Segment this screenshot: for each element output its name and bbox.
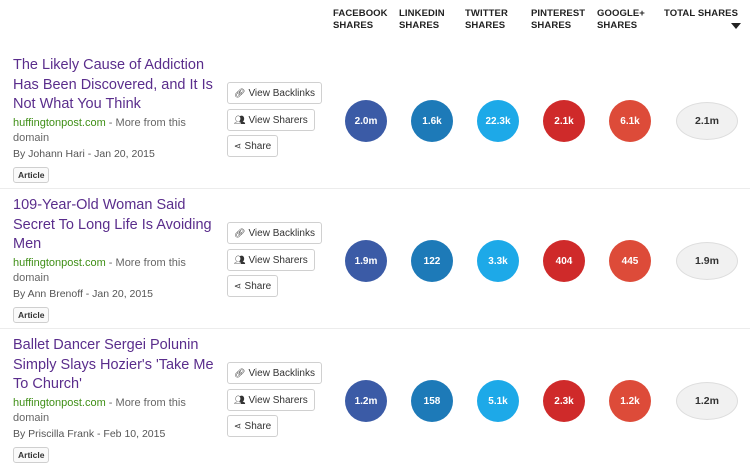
link-icon: 🔗︎ bbox=[234, 368, 246, 378]
share-button[interactable]: ⋖ Share bbox=[227, 415, 279, 437]
googleplus-shares-count: 1.2k bbox=[609, 380, 651, 422]
content-type-badge: Article bbox=[13, 167, 50, 183]
twitter-shares-count: 3.3k bbox=[477, 240, 519, 282]
byline: By Priscilla Frank - Feb 10, 2015 bbox=[13, 428, 166, 440]
twitter-shares-count: 5.1k bbox=[477, 380, 519, 422]
view-backlinks-button[interactable]: 🔗︎ View Backlinks bbox=[227, 362, 322, 384]
domain-line: huffingtonpost.com - More from this doma… bbox=[13, 396, 218, 426]
view-backlinks-button[interactable]: 🔗︎ View Backlinks bbox=[227, 222, 322, 244]
total-shares-count: 2.1m bbox=[676, 102, 738, 140]
more-from-domain-link[interactable]: - More from this domain bbox=[13, 397, 186, 424]
column-header-total[interactable]: TOTAL SHARES bbox=[664, 8, 739, 19]
more-from-domain-link[interactable]: - More from this domain bbox=[13, 257, 186, 284]
twitter-shares-count: 22.3k bbox=[477, 100, 519, 142]
share-button[interactable]: ⋖ Share bbox=[227, 135, 279, 157]
content-type-badge: Article bbox=[13, 307, 50, 323]
total-shares-count: 1.2m bbox=[676, 382, 738, 420]
domain-line: huffingtonpost.com - More from this doma… bbox=[13, 256, 218, 286]
link-icon: 🔗︎ bbox=[234, 228, 246, 238]
linkedin-shares-count: 1.6k bbox=[411, 100, 453, 142]
domain-link[interactable]: huffingtonpost.com bbox=[13, 117, 106, 129]
pinterest-shares-count: 2.1k bbox=[543, 100, 585, 142]
view-backlinks-button[interactable]: 🔗︎ View Backlinks bbox=[227, 82, 322, 104]
share-icon: ⋖ bbox=[234, 281, 242, 291]
byline: By Ann Brenoff - Jan 20, 2015 bbox=[13, 288, 153, 300]
view-sharers-button[interactable]: 👥︎ View Sharers bbox=[227, 109, 315, 131]
linkedin-shares-count: 158 bbox=[411, 380, 453, 422]
googleplus-shares-count: 445 bbox=[609, 240, 651, 282]
facebook-shares-count: 2.0m bbox=[345, 100, 387, 142]
facebook-shares-count: 1.2m bbox=[345, 380, 387, 422]
pinterest-shares-count: 404 bbox=[543, 240, 585, 282]
linkedin-shares-count: 122 bbox=[411, 240, 453, 282]
content-type-badge: Article bbox=[13, 447, 50, 463]
column-header-googleplus[interactable]: GOOGLE+ SHARES bbox=[597, 8, 645, 31]
googleplus-shares-count: 6.1k bbox=[609, 100, 651, 142]
column-header-twitter[interactable]: TWITTER SHARES bbox=[465, 8, 508, 31]
share-icon: ⋖ bbox=[234, 141, 242, 151]
article-title-link[interactable]: Ballet Dancer Sergei Polunin Simply Slay… bbox=[13, 337, 214, 392]
total-shares-count: 1.9m bbox=[676, 242, 738, 280]
more-from-domain-link[interactable]: - More from this domain bbox=[13, 117, 186, 144]
domain-link[interactable]: huffingtonpost.com bbox=[13, 257, 106, 269]
article-title-link[interactable]: The Likely Cause of Addiction Has Been D… bbox=[13, 57, 213, 112]
article-row: Ballet Dancer Sergei Polunin Simply Slay… bbox=[0, 330, 750, 468]
view-sharers-button[interactable]: 👥︎ View Sharers bbox=[227, 249, 315, 271]
caret-down-icon[interactable] bbox=[731, 23, 741, 29]
pinterest-shares-count: 2.3k bbox=[543, 380, 585, 422]
column-header-facebook[interactable]: FACEBOOK SHARES bbox=[333, 8, 388, 31]
byline: By Johann Hari - Jan 20, 2015 bbox=[13, 148, 155, 160]
view-sharers-button[interactable]: 👥︎ View Sharers bbox=[227, 389, 315, 411]
article-row: The Likely Cause of Addiction Has Been D… bbox=[0, 50, 750, 189]
facebook-shares-count: 1.9m bbox=[345, 240, 387, 282]
users-icon: 👥︎ bbox=[234, 115, 246, 125]
table-header: FACEBOOK SHARES LINKEDIN SHARES TWITTER … bbox=[0, 8, 750, 48]
column-header-linkedin[interactable]: LINKEDIN SHARES bbox=[399, 8, 445, 31]
share-button[interactable]: ⋖ Share bbox=[227, 275, 279, 297]
column-header-pinterest[interactable]: PINTEREST SHARES bbox=[531, 8, 586, 31]
users-icon: 👥︎ bbox=[234, 395, 246, 405]
share-icon: ⋖ bbox=[234, 421, 242, 431]
users-icon: 👥︎ bbox=[234, 255, 246, 265]
article-row: 109-Year-Old Woman Said Secret To Long L… bbox=[0, 190, 750, 329]
domain-line: huffingtonpost.com - More from this doma… bbox=[13, 116, 218, 146]
domain-link[interactable]: huffingtonpost.com bbox=[13, 397, 106, 409]
link-icon: 🔗︎ bbox=[234, 88, 246, 98]
article-title-link[interactable]: 109-Year-Old Woman Said Secret To Long L… bbox=[13, 197, 212, 252]
